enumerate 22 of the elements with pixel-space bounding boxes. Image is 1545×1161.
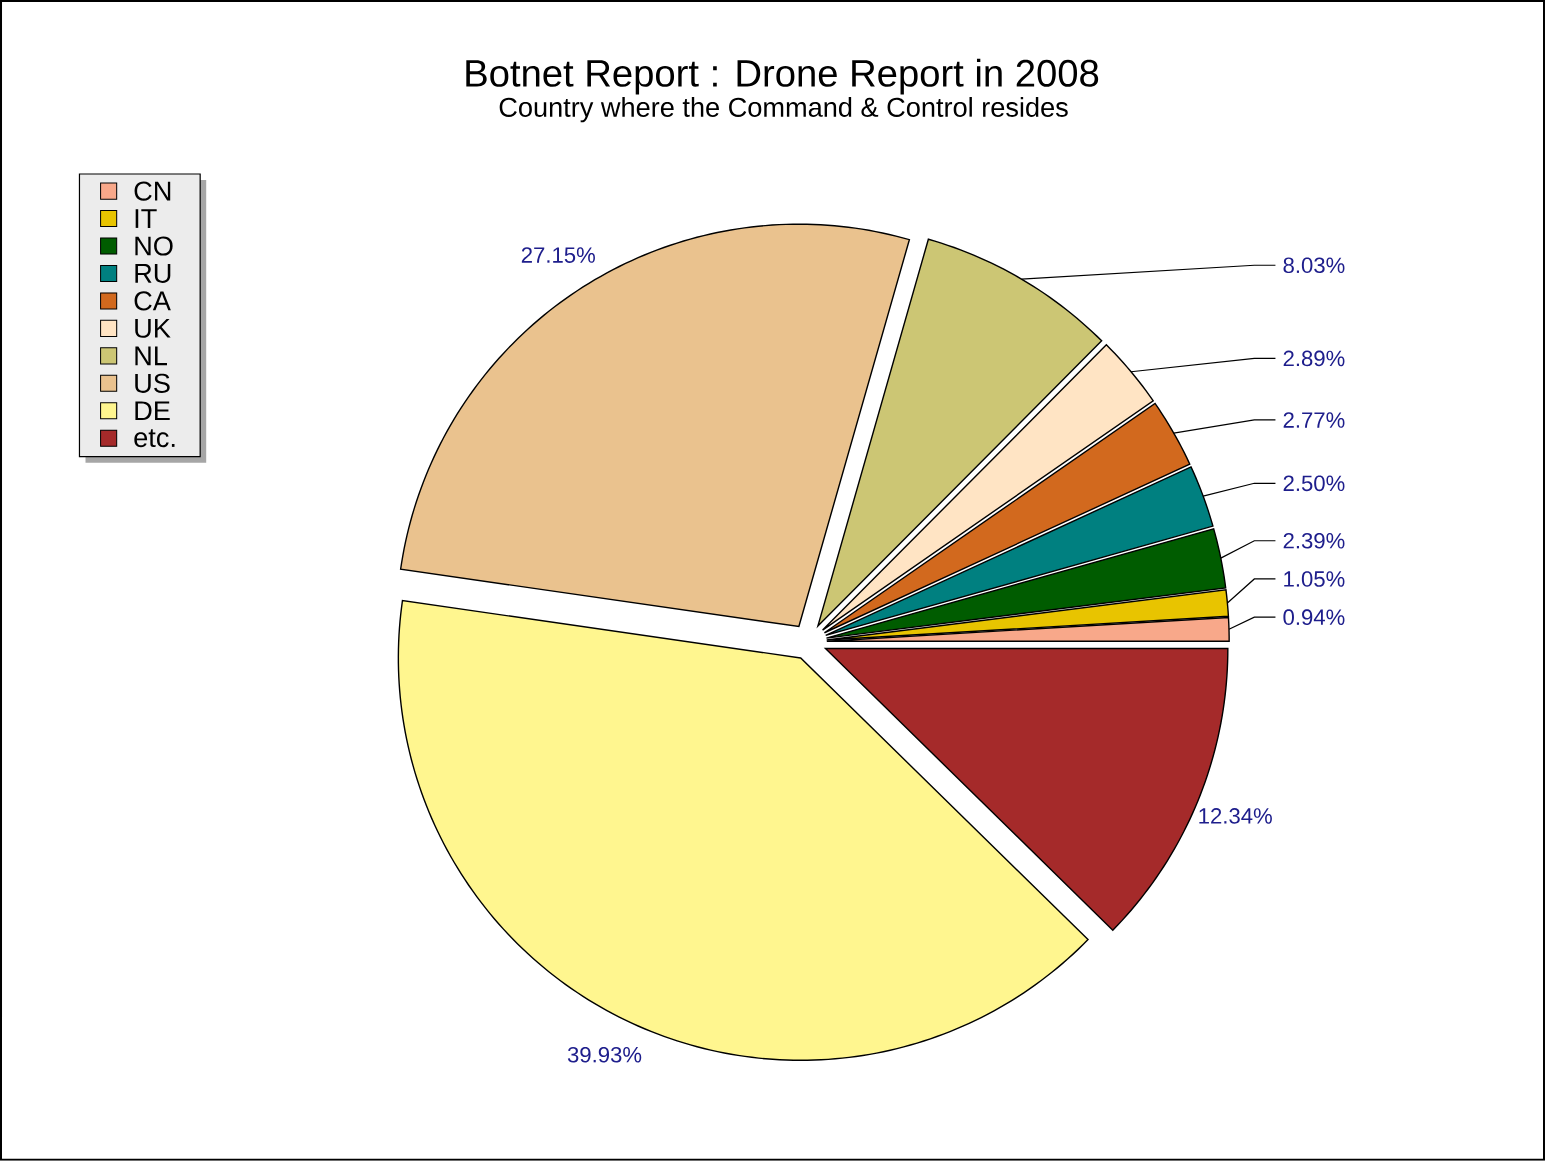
data-label: 2.39% [1283, 533, 1345, 549]
data-label: 2.89% [1283, 350, 1345, 367]
legend-label: CA [134, 291, 171, 311]
legend-label: CN [134, 181, 171, 201]
data-label: 0.94% [1283, 609, 1345, 626]
data-label: 12.34% [1199, 808, 1272, 824]
data-label: 1.05% [1284, 571, 1345, 587]
data-label: 8.03% [1283, 257, 1345, 274]
legend-label: US [135, 373, 170, 394]
legend-label: IT [135, 209, 157, 229]
data-label: 27.15% [521, 247, 595, 264]
data-label: 39.93% [567, 1047, 642, 1063]
chart-title: Botnet Report : Drone Report in 2008 [466, 58, 1099, 95]
legend-label: etc. [134, 429, 175, 448]
legend-label: UK [135, 319, 171, 338]
chart-subtitle: Country where the Command & Control resides [499, 97, 1068, 123]
legend-label: DE [135, 401, 170, 421]
data-label: 2.77% [1283, 412, 1345, 428]
legend-label: NL [135, 346, 167, 366]
legend-label: RU [135, 264, 171, 284]
data-label: 2.50% [1283, 475, 1345, 492]
legend-label: NO [135, 236, 173, 256]
